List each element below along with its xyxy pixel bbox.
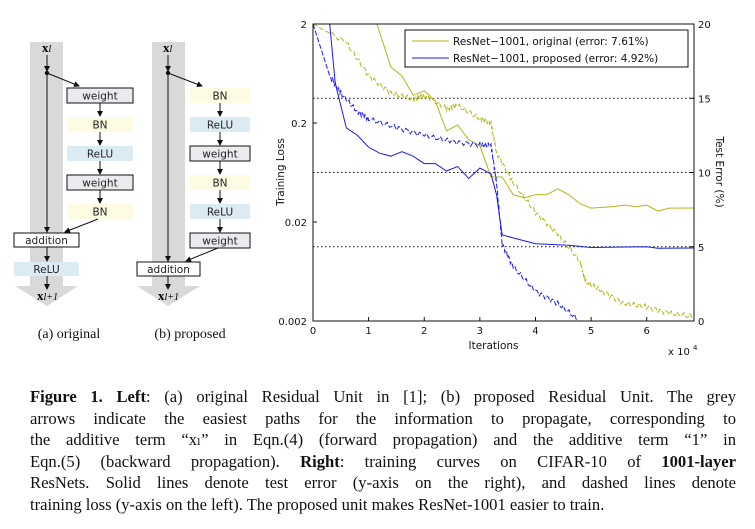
original-unit-diagram: xl weight BN ReLU weight BN addition ReLU xl+1 (a… bbox=[13, 40, 134, 342]
block-label: weight bbox=[82, 91, 117, 103]
x-tick-label: 1 bbox=[365, 326, 371, 337]
block-label: ReLU bbox=[207, 207, 233, 219]
caption-bold-text: 1001-layer bbox=[661, 451, 736, 471]
block-label: weight bbox=[202, 149, 237, 161]
x-tick-label: 4 bbox=[532, 326, 538, 337]
block-label: BN bbox=[92, 207, 107, 219]
block-label: ReLU bbox=[207, 120, 233, 132]
y-left-axis-label: Training Loss bbox=[275, 138, 287, 207]
block-label: BN bbox=[92, 120, 107, 132]
legend-entry: ResNet−1001, proposed (error: 4.92%) bbox=[453, 53, 658, 65]
x-tick-label: 2 bbox=[421, 326, 427, 337]
block-label: weight bbox=[202, 236, 237, 248]
test-error-line-proposed bbox=[329, 24, 694, 249]
proposed-unit-diagram: xl BN ReLU weight BN ReLU weight addition xl+1 (b… bbox=[136, 40, 251, 342]
legend-entry: ResNet−1001, original (error: 7.61%) bbox=[453, 36, 649, 48]
caption-line: ResNets. Solid lines denote test error (… bbox=[30, 472, 736, 494]
y-right-tick-label: 0 bbox=[698, 317, 704, 328]
y-right-tick-label: 10 bbox=[698, 169, 711, 180]
block-bn bbox=[67, 117, 133, 132]
training-curves-chart: 0 1 2 3 4 5 6 2 0.2 0.02 0.002 20 15 10 5 0 Iterations x … bbox=[275, 20, 725, 358]
arrow-icon bbox=[64, 218, 99, 233]
block-label: BN bbox=[212, 91, 227, 103]
y-left-tick-label: 0.002 bbox=[278, 317, 307, 328]
block-label: weight bbox=[82, 178, 117, 190]
caption-line: arrows indicate the easiest paths for th… bbox=[30, 408, 736, 430]
output-label: xl+1 bbox=[158, 288, 179, 303]
y-left-tick-label: 2 bbox=[301, 20, 307, 31]
block-bn bbox=[190, 88, 250, 103]
block-weight bbox=[189, 232, 251, 249]
caption-line: Eqn.(5) (backward propagation). Right: t… bbox=[30, 451, 736, 473]
caption-bold-text: Right bbox=[300, 451, 340, 471]
output-label: xl+1 bbox=[37, 288, 58, 303]
block-relu bbox=[14, 262, 79, 276]
x-tick-label: 0 bbox=[310, 326, 316, 337]
arrow-icon bbox=[46, 72, 80, 87]
y-right-tick-label: 5 bbox=[698, 243, 704, 254]
x-multiplier: x 10 4 bbox=[668, 344, 698, 358]
y-right-axis-label: Test Error (%) bbox=[713, 135, 725, 207]
residual-unit-diagram: xl weight BN ReLU weight BN addition ReLU xl+1 (a… bbox=[13, 40, 251, 342]
input-label: xl bbox=[163, 40, 173, 55]
block-relu bbox=[67, 146, 133, 161]
y-right-tick-label: 20 bbox=[698, 20, 711, 31]
sub-caption: (a) original bbox=[38, 327, 101, 342]
training-loss-line-proposed bbox=[313, 24, 581, 321]
input-label: xl bbox=[42, 40, 52, 55]
block-relu bbox=[190, 117, 250, 132]
y-right-tick-label: 15 bbox=[698, 94, 711, 105]
caption-line: the additive term “xₗ” in Eqn.(4) (forwa… bbox=[30, 429, 736, 451]
caption-line: Figure 1. Left: (a) original Residual Un… bbox=[30, 386, 736, 408]
grey-arrow-head bbox=[15, 286, 78, 306]
addition-label: addition bbox=[147, 264, 190, 276]
grey-arrow-head bbox=[137, 286, 200, 306]
sub-caption: (b) proposed bbox=[154, 327, 225, 342]
x-tick-label: 3 bbox=[477, 326, 483, 337]
block-relu bbox=[190, 204, 250, 219]
caption-bold-text: Figure 1. Left bbox=[30, 387, 146, 406]
block-label: BN bbox=[212, 178, 227, 190]
caption-text: : (a) original Residual Unit in [1]; (b)… bbox=[145, 387, 736, 406]
x-tick-label: 5 bbox=[588, 326, 594, 337]
block-label: ReLU bbox=[87, 149, 113, 161]
figure-caption: Figure 1. Left: (a) original Residual Un… bbox=[30, 386, 736, 516]
x-tick-label: 6 bbox=[644, 326, 650, 337]
caption-text: training loss (y-axis on the left). The … bbox=[30, 494, 605, 514]
x-axis-label: Iterations bbox=[468, 340, 518, 352]
block-bn bbox=[67, 204, 133, 219]
block-label: ReLU bbox=[33, 264, 59, 276]
y-left-tick-label: 0.2 bbox=[291, 119, 307, 130]
caption-text: ResNets. Solid lines denote test error (… bbox=[30, 473, 736, 493]
arrow-icon bbox=[185, 247, 219, 262]
caption-text: the additive term “xₗ” in Eqn.(4) (forwa… bbox=[30, 430, 736, 450]
caption-line: training loss (y-axis on the left). The … bbox=[30, 494, 736, 516]
caption-text: arrows indicate the easiest paths for th… bbox=[30, 408, 736, 428]
caption-text: : training curves on CIFAR-10 of bbox=[339, 451, 662, 471]
legend: ResNet−1001, original (error: 7.61%) ResN… bbox=[404, 29, 689, 68]
addition-label: addition bbox=[25, 235, 68, 247]
y-left-tick-label: 0.02 bbox=[285, 218, 307, 229]
arrow-icon bbox=[167, 72, 203, 88]
block-bn bbox=[190, 175, 250, 190]
legend-box bbox=[404, 29, 689, 68]
caption-text: Eqn.(5) (backward propagation). bbox=[30, 451, 301, 471]
training-loss-line-original bbox=[313, 24, 694, 319]
